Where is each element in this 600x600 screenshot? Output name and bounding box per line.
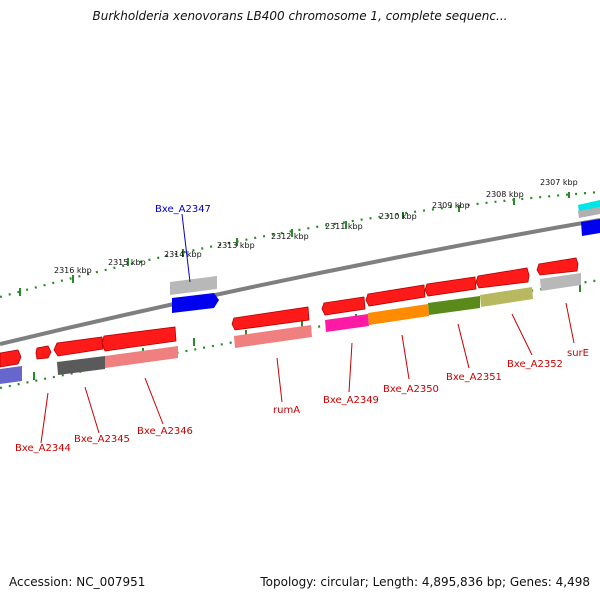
gene-feature[interactable] <box>105 346 178 368</box>
gene-feature[interactable] <box>540 273 581 291</box>
gene-feature[interactable] <box>0 349 22 368</box>
gene-feature[interactable] <box>578 200 600 212</box>
scale-label: 2313 kbp <box>217 241 255 250</box>
gene-feature[interactable] <box>475 267 530 289</box>
gene-feature[interactable] <box>368 304 429 325</box>
gene-label-bxe-a2351[interactable]: Bxe_A2351 <box>446 372 502 383</box>
label-connectors <box>40 213 575 444</box>
gene-feature[interactable] <box>578 207 600 218</box>
gene-feature[interactable] <box>321 296 366 316</box>
scale-label: 2309 kbp <box>432 201 470 210</box>
gene-feature[interactable] <box>428 296 480 315</box>
gene-feature[interactable] <box>234 325 312 348</box>
gene-label-bxe-a2350[interactable]: Bxe_A2350 <box>383 384 439 395</box>
gene-label-bxe-a2347[interactable]: Bxe_A2347 <box>155 204 211 215</box>
scale-label: 2315 kbp <box>108 258 146 267</box>
scale-label: 2310 kbp <box>379 212 417 221</box>
scale-label: 2308 kbp <box>486 190 524 199</box>
gene-label-ruma[interactable]: rumA <box>273 405 300 416</box>
gene-feature[interactable] <box>536 257 579 276</box>
gene-feature[interactable] <box>325 314 369 332</box>
gene-feature[interactable] <box>480 287 533 307</box>
gene-label-bxe-a2345[interactable]: Bxe_A2345 <box>74 434 130 445</box>
plus-strand-cds-row <box>0 257 579 368</box>
scale-label: 2312 kbp <box>271 232 309 241</box>
gene-feature[interactable] <box>170 276 217 295</box>
outer-scale-ruler <box>0 190 600 299</box>
gene-label-bxe-a2352[interactable]: Bxe_A2352 <box>507 359 563 370</box>
scale-label: 2316 kbp <box>54 266 92 275</box>
gene-feature[interactable] <box>231 306 310 331</box>
gene-feature[interactable] <box>172 293 219 313</box>
gene-label-sure[interactable]: surE <box>567 348 589 359</box>
gene-feature[interactable] <box>365 284 426 307</box>
gene-feature[interactable] <box>101 326 177 352</box>
gene-feature[interactable] <box>0 366 22 384</box>
gene-feature[interactable] <box>424 276 477 297</box>
scale-label: 2314 kbp <box>164 250 202 259</box>
map-title: Burkholderia xenovorans LB400 chromosome… <box>92 9 508 23</box>
genome-summary-text: Topology: circular; Length: 4,895,836 bp… <box>260 575 590 589</box>
accession-text: Accession: NC_007951 <box>9 575 146 589</box>
scale-label: 2311 kbp <box>325 222 363 231</box>
minus-strand-cds-row <box>0 273 581 384</box>
gene-feature[interactable] <box>35 345 52 360</box>
gene-label-bxe-a2346[interactable]: Bxe_A2346 <box>137 426 193 437</box>
scale-label: 2307 kbp <box>540 178 578 187</box>
chromosome-backbone <box>0 218 600 346</box>
gene-feature[interactable] <box>581 219 600 236</box>
gene-label-bxe-a2349[interactable]: Bxe_A2349 <box>323 395 379 406</box>
gene-feature[interactable] <box>53 336 104 357</box>
gene-feature[interactable] <box>57 356 105 375</box>
outer-strand-features <box>170 200 600 313</box>
gene-label-bxe-a2344[interactable]: Bxe_A2344 <box>15 443 71 454</box>
